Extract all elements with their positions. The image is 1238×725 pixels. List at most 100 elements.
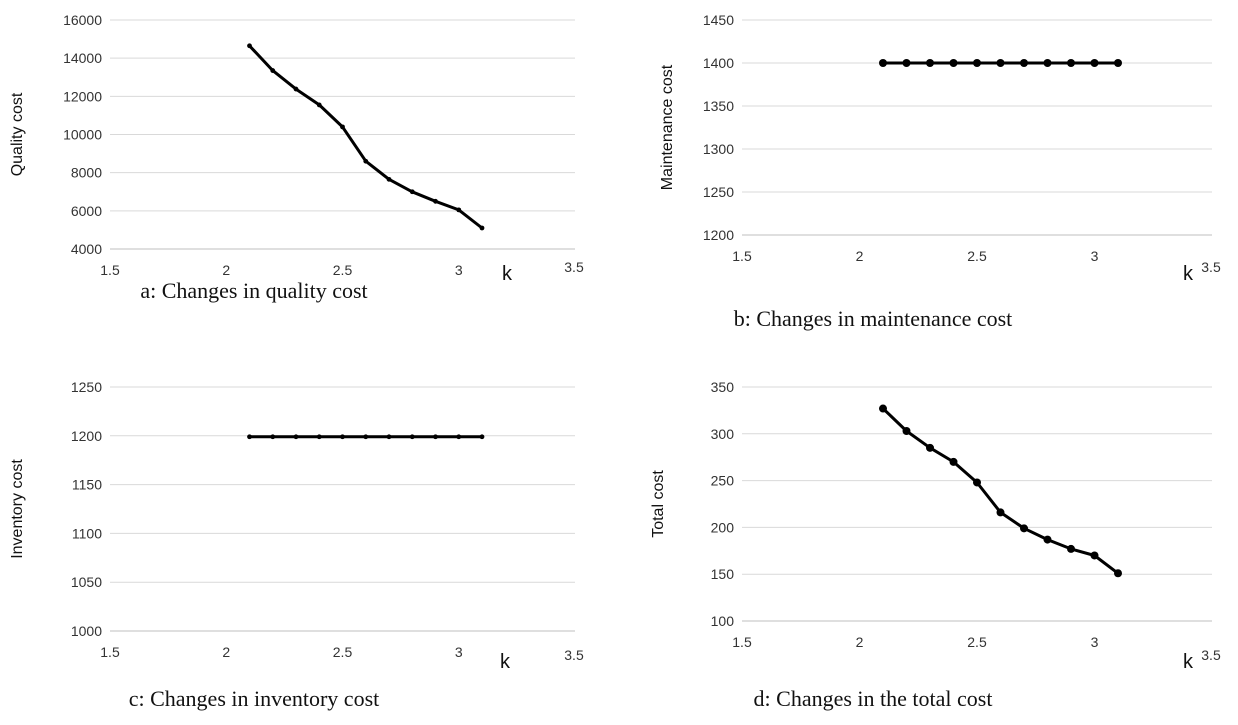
data-point (949, 59, 958, 67)
data-point (1090, 551, 1099, 560)
x-axis-label: k (1183, 263, 1194, 285)
data-point (270, 434, 276, 440)
data-point (363, 158, 369, 164)
x-tick-label: 3.5 (564, 259, 584, 275)
y-tick-label: 100 (711, 613, 735, 629)
x-axis-label: k (500, 651, 511, 673)
data-point (456, 434, 462, 440)
chart-3: 100 150 200 250 300 350 1.5 2 2.5 3 3.5 k Total cost (650, 379, 1221, 673)
y-tick-label: 1350 (703, 98, 734, 114)
data-point (1114, 569, 1122, 578)
x-tick-label: 2 (222, 644, 230, 660)
y-tick-label: 1250 (71, 379, 102, 395)
y-tick-label: 4000 (71, 241, 102, 257)
data-point (879, 59, 887, 67)
caption-b: b: Changes in maintenance cost (733, 306, 1013, 331)
y-tick-label: 1200 (71, 428, 102, 444)
y-tick-label: 14000 (63, 50, 102, 66)
data-point (409, 189, 415, 195)
y-tick-label: 200 (711, 519, 735, 535)
data-point (1020, 524, 1028, 533)
y-tick-label: 350 (711, 379, 735, 395)
y-tick-label: 1100 (72, 525, 102, 541)
y-tick-label: 150 (711, 566, 735, 582)
series-line (881, 407, 1119, 575)
y-tick-label: 6000 (71, 203, 102, 219)
data-point (1090, 59, 1099, 67)
data-point (386, 176, 392, 182)
x-tick-label: 1.5 (100, 644, 120, 660)
data-point (363, 434, 369, 440)
data-point (973, 59, 981, 67)
data-point (996, 59, 1005, 67)
data-point (293, 86, 299, 92)
data-point (973, 478, 981, 487)
x-tick-label: 3 (1091, 634, 1099, 650)
data-point (479, 225, 485, 231)
y-axis-label: Quality cost (9, 92, 26, 176)
data-point (902, 59, 911, 67)
x-tick-label: 2.5 (333, 262, 353, 278)
x-tick-label: 2 (856, 634, 864, 650)
x-tick-label: 1.5 (100, 262, 120, 278)
data-point (456, 207, 462, 213)
y-tick-label: 8000 (71, 165, 102, 181)
y-tick-label: 300 (711, 426, 735, 442)
y-tick-label: 1200 (703, 227, 734, 243)
y-tick-label: 1300 (703, 141, 734, 157)
data-point (270, 68, 276, 73)
data-point (926, 59, 934, 67)
x-tick-label: 3.5 (1201, 259, 1221, 275)
y-tick-label: 1450 (703, 12, 734, 28)
x-tick-label: 3 (455, 644, 463, 660)
data-point (340, 124, 345, 130)
y-axis-label: Maintenance cost (659, 64, 676, 190)
y-tick-label: 1050 (71, 574, 102, 590)
caption-a: a: Changes in quality cost (140, 278, 368, 303)
data-point (386, 434, 392, 440)
x-axis-label: k (502, 263, 513, 285)
y-tick-label: 250 (711, 473, 735, 489)
data-point (1067, 544, 1075, 553)
y-axis-label: Inventory cost (9, 459, 26, 559)
x-tick-label: 2.5 (967, 248, 987, 264)
series-line (248, 44, 483, 230)
x-tick-label: 2.5 (967, 634, 987, 650)
y-tick-label: 1150 (72, 477, 102, 493)
x-tick-label: 3.5 (564, 647, 584, 663)
x-tick-label: 2 (856, 248, 864, 264)
y-tick-label: 10000 (63, 127, 102, 143)
y-tick-label: 1000 (71, 623, 102, 639)
x-tick-label: 3.5 (1201, 647, 1221, 663)
data-point (1067, 59, 1075, 67)
x-tick-label: 2.5 (333, 644, 353, 660)
x-tick-label: 1.5 (732, 248, 752, 264)
data-point (1043, 535, 1052, 544)
data-point (409, 434, 415, 440)
data-point (1114, 59, 1122, 67)
data-point (293, 434, 299, 440)
data-point (433, 434, 438, 440)
data-point (1043, 59, 1052, 67)
data-point (902, 426, 911, 435)
data-point (479, 434, 485, 440)
y-tick-label: 1250 (703, 184, 734, 200)
data-point (247, 43, 252, 49)
chart-0: 4000 6000 8000 10000 12000 14000 16000 1.5 2 2.5 3… (9, 12, 584, 285)
y-tick-label: 16000 (63, 12, 102, 28)
chart-2: 1000 1050 1100 1150 1200 1250 1.5 2 2.5 3 3.5 k Inve… (9, 379, 584, 673)
x-tick-label: 3 (1091, 248, 1099, 264)
y-tick-label: 12000 (63, 88, 102, 104)
data-point (1020, 59, 1028, 67)
data-point (247, 434, 252, 440)
x-tick-label: 1.5 (732, 634, 752, 650)
x-tick-label: 3 (455, 262, 463, 278)
x-tick-label: 2 (222, 262, 230, 278)
data-point (316, 102, 322, 108)
chart-1: 1200 1250 1300 1350 1400 1450 1.5 2 2.5 3 3.5 k Main… (659, 12, 1221, 285)
data-point (433, 198, 438, 204)
data-point (316, 434, 322, 440)
data-point (949, 457, 958, 466)
y-axis-label: Total cost (650, 470, 667, 538)
